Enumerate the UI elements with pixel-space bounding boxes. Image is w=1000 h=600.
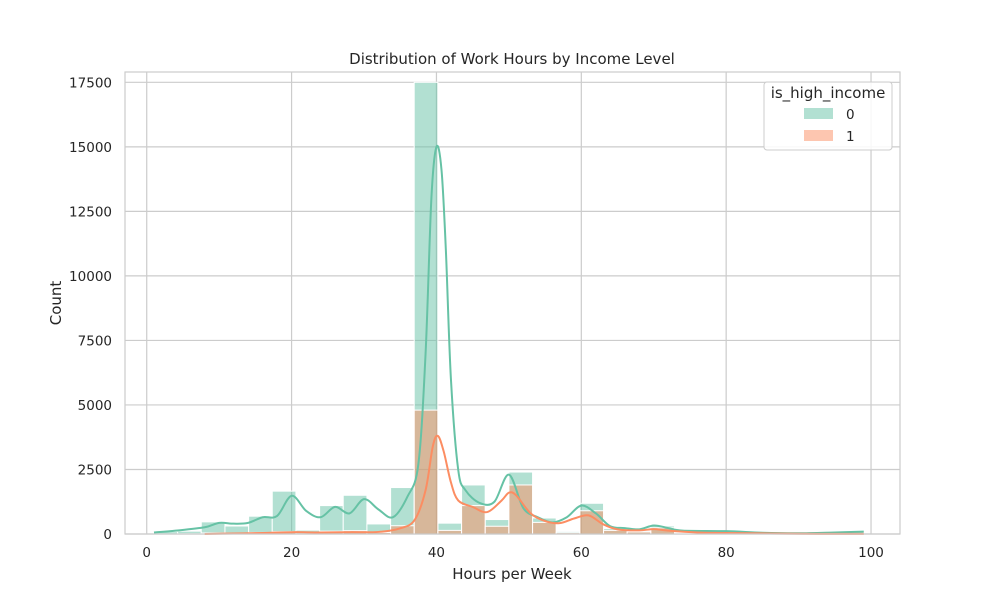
tick-labels: 0 20 40 60 80 100 0 2500 5000 7500 10000 12500 15000… bbox=[69, 75, 884, 561]
y-tick-label: 7500 bbox=[78, 333, 112, 349]
x-tick-label: 100 bbox=[858, 545, 884, 561]
chart-title: Distribution of Work Hours by Income Lev… bbox=[349, 50, 675, 68]
x-tick-label: 40 bbox=[428, 545, 445, 561]
histogram-bar-series-1 bbox=[532, 521, 557, 535]
y-tick-label: 5000 bbox=[78, 398, 112, 414]
y-tick-label: 15000 bbox=[69, 140, 112, 156]
y-tick-label: 17500 bbox=[69, 75, 112, 91]
plot-border bbox=[124, 71, 901, 535]
legend-swatch-0 bbox=[804, 108, 833, 119]
x-tick-label: 80 bbox=[718, 545, 735, 561]
legend: is_high_income 0 1 bbox=[763, 81, 893, 151]
kde-line-series-0 bbox=[153, 144, 864, 535]
histogram-bar-series-1 bbox=[484, 525, 510, 535]
x-tick-label: 0 bbox=[142, 545, 151, 561]
legend-swatch-1 bbox=[804, 130, 833, 141]
kde-line-series-1 bbox=[204, 434, 864, 535]
histogram-bar-series-0 bbox=[342, 494, 368, 535]
y-tick-label: 2500 bbox=[78, 462, 112, 478]
y-tick-label: 10000 bbox=[69, 269, 112, 285]
x-axis-label: Hours per Week bbox=[452, 565, 572, 583]
y-tick-label: 12500 bbox=[69, 204, 112, 220]
histogram-bar-series-1 bbox=[461, 505, 486, 535]
histogram-bar-series-0 bbox=[271, 490, 297, 535]
x-tick-label: 60 bbox=[573, 545, 590, 561]
y-tick-label: 0 bbox=[103, 527, 112, 543]
kde-curves bbox=[153, 144, 864, 535]
x-tick-label: 20 bbox=[283, 545, 300, 561]
y-axis-label: Count bbox=[47, 281, 65, 326]
legend-label-0: 0 bbox=[846, 107, 855, 123]
legend-title: is_high_income bbox=[771, 84, 886, 103]
legend-label-1: 1 bbox=[846, 129, 855, 145]
